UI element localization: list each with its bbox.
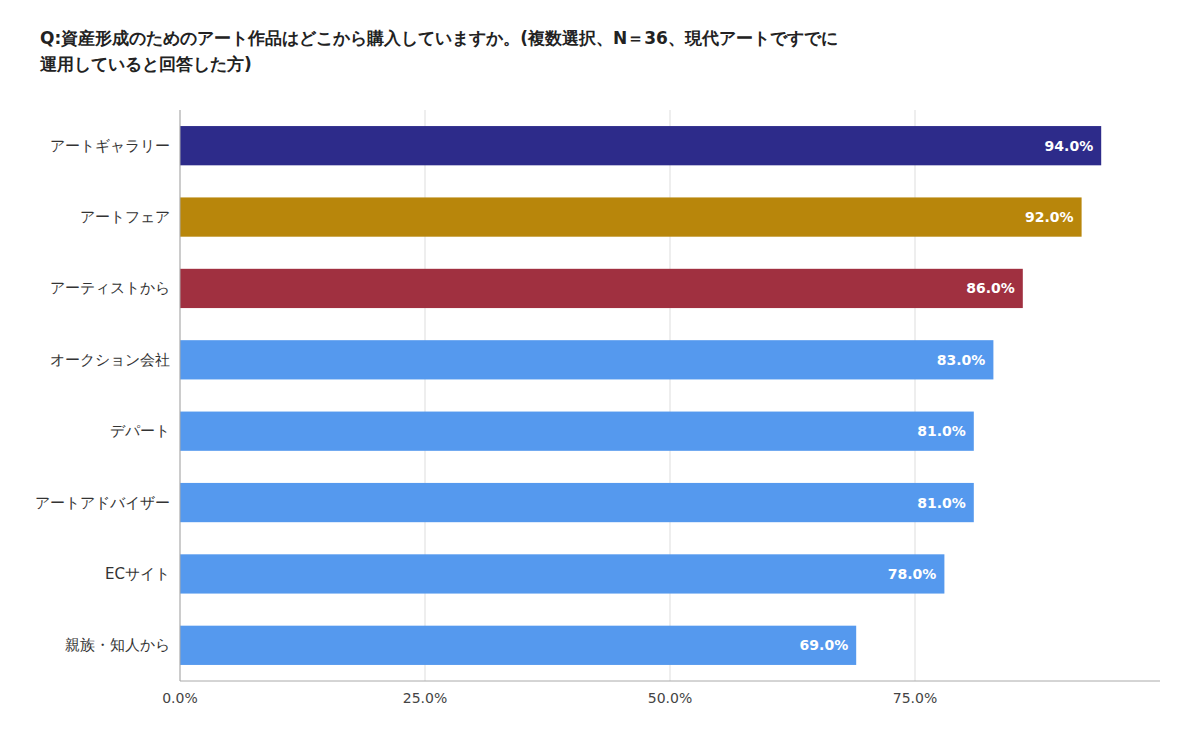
category-label: デパート xyxy=(110,422,170,440)
title: Q:資産形成のためのアート作品はどこから購入していますか。(複数選択、N＝36、… xyxy=(39,28,838,74)
category-label: 親族・知人から xyxy=(65,636,170,654)
x-axis-line xyxy=(180,681,1160,682)
bar xyxy=(180,269,1023,308)
data-label: 86.0% xyxy=(966,280,1015,296)
x-tick-label: 25.0% xyxy=(403,690,447,706)
data-labels: 94.0% 92.0% 86.0% 83.0% 81.0% 81.0% 78.0% 69.0% xyxy=(800,138,1094,654)
data-label: 78.0% xyxy=(888,566,937,582)
grid-line xyxy=(670,110,671,681)
x-tick-label: 0.0% xyxy=(162,690,198,706)
category-label: オークション会社 xyxy=(50,351,170,369)
category-label: アートギャラリー xyxy=(50,137,170,155)
background xyxy=(0,0,1200,741)
grid-line xyxy=(425,110,426,681)
bar xyxy=(180,126,1101,165)
y-ticks: アートギャラリーアートフェアアーティストからオークション会社デパートアートアドバ… xyxy=(35,137,170,655)
data-label: 69.0% xyxy=(800,637,849,653)
x-ticks: 0.0% 25.0% 50.0% 75.0% xyxy=(162,690,937,706)
bar xyxy=(180,483,974,522)
category-label: アートフェア xyxy=(80,208,170,226)
y-axis-line xyxy=(180,110,181,681)
grid xyxy=(180,110,915,681)
category-label: アーティストから xyxy=(50,279,170,297)
grid-line xyxy=(180,110,181,681)
title-line: 運用していると回答した方) xyxy=(39,54,252,74)
data-label: 94.0% xyxy=(1045,138,1094,154)
chart: Q:資産形成のためのアート作品はどこから購入していますか。(複数選択、N＝36、… xyxy=(0,0,1200,741)
data-label: 92.0% xyxy=(1025,209,1074,225)
data-label: 83.0% xyxy=(937,352,986,368)
x-tick-label: 50.0% xyxy=(648,690,692,706)
category-label: アートアドバイザー xyxy=(35,494,170,512)
data-label: 81.0% xyxy=(917,495,966,511)
title-line: Q:資産形成のためのアート作品はどこから購入していますか。(複数選択、N＝36、… xyxy=(40,28,838,48)
bar xyxy=(180,554,944,593)
category-label: ECサイト xyxy=(105,565,170,583)
bar xyxy=(180,340,993,379)
x-tick-label: 75.0% xyxy=(893,690,937,706)
bar xyxy=(180,412,974,451)
bar xyxy=(180,197,1082,236)
bars xyxy=(180,126,1101,665)
bar xyxy=(180,626,856,665)
grid-line xyxy=(915,110,916,681)
data-label: 81.0% xyxy=(917,423,966,439)
